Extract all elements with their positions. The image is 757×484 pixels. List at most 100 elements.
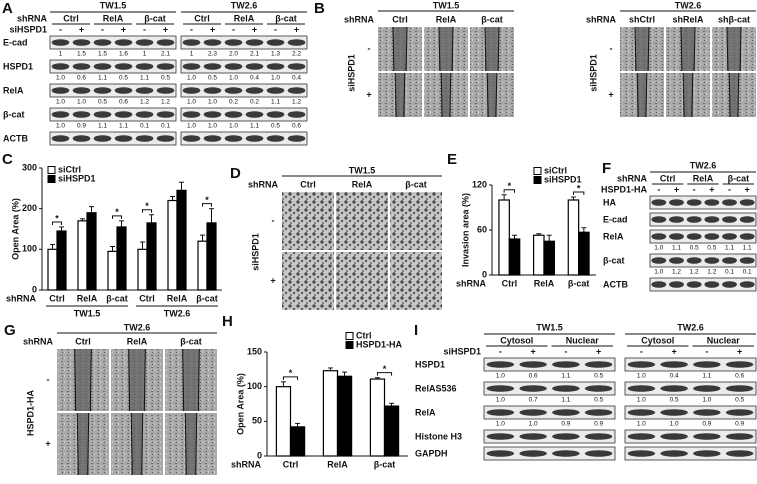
wound-gap <box>441 73 451 117</box>
blot-band <box>627 361 656 368</box>
wound-edge <box>141 412 144 476</box>
blot-band <box>584 361 613 368</box>
blot-band <box>156 63 175 70</box>
bar <box>137 248 148 291</box>
wound-edge <box>691 72 694 118</box>
blot-band <box>704 233 720 240</box>
quant-label: 1.1 <box>561 373 570 380</box>
blot-band <box>725 433 754 440</box>
column-label: RelA <box>127 336 148 346</box>
bar <box>107 250 118 291</box>
panel-letter: I <box>414 322 418 339</box>
wound-edge <box>440 72 443 118</box>
sign: - <box>59 24 62 34</box>
wound-edge <box>438 26 441 72</box>
blot-band <box>182 39 201 46</box>
blot-band <box>245 135 264 142</box>
significance-bracket <box>142 209 152 213</box>
quant-label: 0.1 <box>161 123 170 130</box>
quant-label: 0.5 <box>98 99 107 106</box>
micrograph <box>336 192 388 250</box>
wound-gap <box>128 349 146 411</box>
column-label: Ctrl <box>300 179 316 189</box>
blot-strip <box>483 429 616 444</box>
blot-row-label: β-cat <box>603 255 625 265</box>
blot-band <box>486 361 515 368</box>
column-label: Ctrl <box>75 336 91 346</box>
quant-label: 0.6 <box>77 75 86 82</box>
panel-letter: D <box>230 165 241 182</box>
wound-edge <box>74 348 77 412</box>
blot-band <box>704 199 720 206</box>
wound-edge <box>680 26 683 72</box>
shrna-label: shRNA <box>23 336 54 346</box>
blot-band <box>704 281 720 288</box>
quant-label: 1.0 <box>637 397 646 404</box>
quant-label: 0.2 <box>250 99 259 106</box>
x-tick-label: RelA <box>77 293 98 303</box>
sign: - <box>274 24 277 34</box>
blot-row-label: RelA <box>603 231 624 241</box>
shrna-label: shRNA <box>586 14 617 24</box>
quant-label: 0.7 <box>529 397 538 404</box>
sign: + <box>737 346 742 356</box>
blot-band <box>660 433 688 440</box>
quant-label: 0.9 <box>77 123 86 130</box>
blot-row-label: β-cat <box>3 109 25 119</box>
x-tick-label: Ctrl <box>49 293 65 303</box>
x-tick-label: β-cat <box>106 293 128 303</box>
sign: - <box>143 24 146 34</box>
blot-band <box>739 199 755 206</box>
quant-label: 0.5 <box>707 245 716 252</box>
sign: + <box>163 24 168 34</box>
significance-bracket <box>282 376 299 380</box>
blot-band <box>584 450 613 457</box>
bar <box>86 212 97 291</box>
lane-label: Ctrl <box>660 173 676 183</box>
group-title: TW1.5 <box>100 0 127 10</box>
quant-label: 0.9 <box>735 421 744 428</box>
row-sign: + <box>366 89 371 99</box>
blot-band <box>72 135 91 142</box>
bar <box>498 199 510 276</box>
blot-band <box>203 63 222 70</box>
group-label: TW2.6 <box>164 308 191 318</box>
sign: + <box>745 184 750 194</box>
quant-label: 1.2 <box>672 269 681 276</box>
blot-band <box>203 87 222 94</box>
quant-label: 1.1 <box>140 75 149 82</box>
blot-band <box>93 87 112 94</box>
blot-band <box>182 87 201 94</box>
y-tick-label: 0 <box>482 269 487 279</box>
wound-edge <box>497 26 500 72</box>
blot-band <box>584 433 613 440</box>
blot-band <box>224 63 243 70</box>
blot-band <box>135 63 154 70</box>
shrna-label: shRNA <box>617 173 648 183</box>
micrograph <box>390 252 442 310</box>
blot-band <box>182 63 201 70</box>
row-sign: - <box>368 43 371 53</box>
blot-band <box>686 216 702 223</box>
wound-gap <box>680 27 696 71</box>
row-label: siHSPD1 <box>250 233 260 271</box>
quant-label: 1.1 <box>561 397 570 404</box>
quant-label: 1.0 <box>77 99 86 106</box>
quant-label: 0.1 <box>725 269 734 276</box>
x-tick-label: Ctrl <box>502 278 518 288</box>
blot-band <box>552 433 580 440</box>
column-label: shCtrl <box>629 14 655 24</box>
micrograph <box>282 252 334 310</box>
significance-mark: * <box>145 201 149 211</box>
blot-band <box>135 135 154 142</box>
lane-label: RelA <box>693 173 714 183</box>
wound-edge <box>737 72 740 118</box>
bar <box>532 234 545 276</box>
bar <box>578 231 590 276</box>
quant-label: 0.2 <box>229 99 238 106</box>
blot-band <box>72 111 91 118</box>
blot-band <box>486 409 515 416</box>
treatment-label: siHSPD1 <box>9 24 47 34</box>
legend-swatch <box>533 176 542 184</box>
blot-band <box>51 87 70 94</box>
